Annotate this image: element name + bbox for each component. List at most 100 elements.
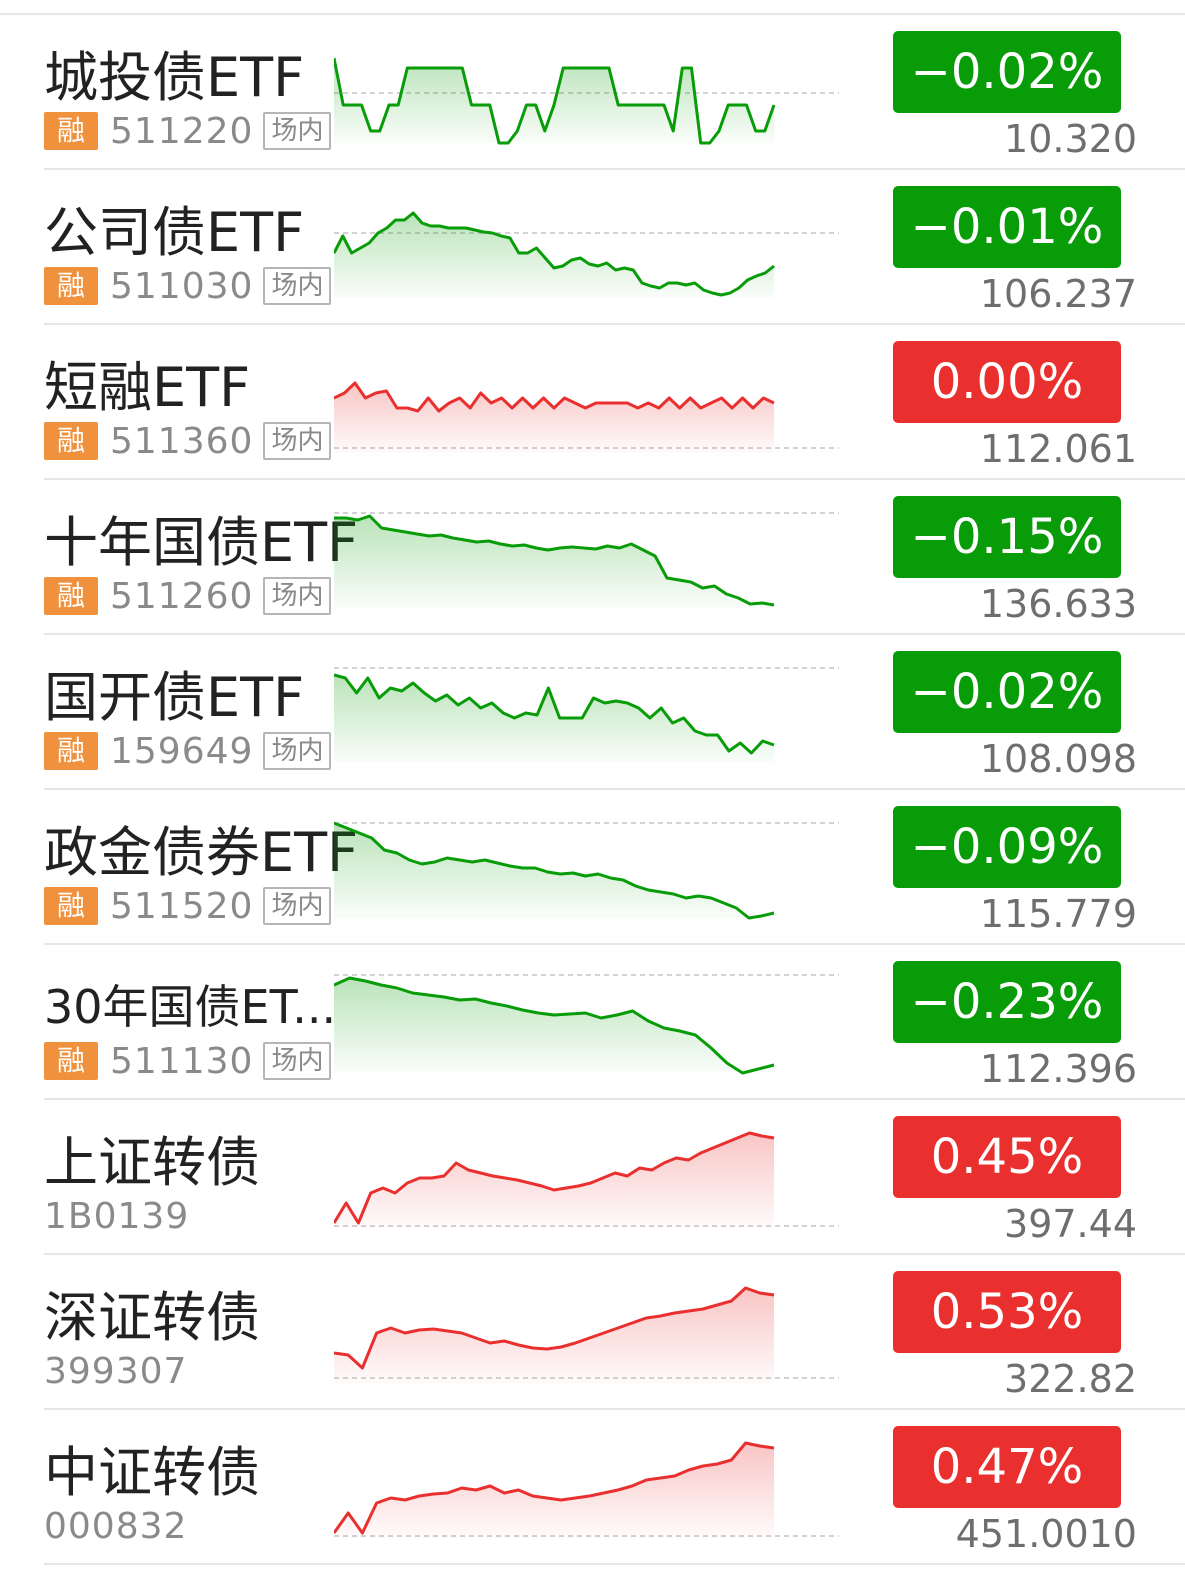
- sparkline-chart: [334, 667, 839, 763]
- price-value: 136.633: [979, 582, 1137, 626]
- sparkline-chart: [334, 381, 839, 453]
- sparkline-chart: [334, 1441, 839, 1538]
- sparkline-line: [334, 976, 775, 1075]
- sparkline-chart: [334, 974, 839, 1075]
- margin-badge: 融: [44, 112, 98, 150]
- market-badge: 场内: [263, 422, 332, 460]
- sparkline-area: [334, 823, 774, 918]
- list-item[interactable]: 上证转债 1B0139 0.45% 397.44: [44, 1100, 1185, 1255]
- item-meta: 000832: [44, 1505, 187, 1547]
- price-value: 451.0010: [955, 1512, 1137, 1556]
- margin-badge: 融: [44, 422, 98, 460]
- item-name: 城投债ETF: [44, 46, 305, 109]
- sparkline-area: [334, 1288, 774, 1383]
- market-badge: 场内: [263, 577, 332, 615]
- item-meta: 1B0139: [44, 1195, 189, 1237]
- sparkline-chart: [334, 1286, 839, 1383]
- item-code: 511260: [110, 575, 254, 617]
- item-code: 000832: [44, 1505, 188, 1547]
- item-meta: 融 511030 场内: [44, 265, 332, 307]
- price-value: 322.82: [1004, 1357, 1137, 1401]
- sparkline-area: [334, 1443, 774, 1538]
- list-item[interactable]: 国开债ETF 融 159649 场内 −0.02% 108.098: [44, 635, 1185, 790]
- item-code: 511360: [110, 420, 254, 462]
- sparkline-line: [334, 1131, 775, 1225]
- market-badge: 场内: [263, 887, 332, 925]
- sparkline-line: [334, 1441, 775, 1535]
- change-badge[interactable]: −0.02%: [893, 651, 1121, 733]
- market-badge: 场内: [263, 732, 332, 770]
- margin-badge: 融: [44, 267, 98, 305]
- margin-badge: 融: [44, 577, 98, 615]
- item-name: 上证转债: [44, 1131, 260, 1194]
- price-value: 115.779: [979, 892, 1137, 936]
- list-item[interactable]: 短融ETF 融 511360 场内 0.00% 112.061: [44, 325, 1185, 480]
- item-meta: 融 511130 场内: [44, 1040, 332, 1082]
- item-code: 399307: [44, 1350, 188, 1392]
- item-name: 短融ETF: [44, 356, 251, 419]
- market-badge: 场内: [263, 1042, 332, 1080]
- price-value: 397.44: [1004, 1202, 1137, 1246]
- sparkline-chart: [334, 211, 839, 298]
- change-badge[interactable]: −0.01%: [893, 186, 1121, 268]
- item-name: 十年国债ETF: [44, 511, 359, 574]
- change-badge[interactable]: −0.15%: [893, 496, 1121, 578]
- sparkline-line: [334, 57, 776, 145]
- list-item[interactable]: 十年国债ETF 融 511260 场内 −0.15% 136.633: [44, 480, 1185, 635]
- sparkline-chart: [334, 512, 839, 608]
- item-meta: 融 511220 场内: [44, 110, 332, 152]
- sparkline-area: [334, 516, 774, 608]
- change-badge[interactable]: −0.02%: [893, 31, 1121, 113]
- sparkline-area: [334, 213, 774, 298]
- list-item[interactable]: 城投债ETF 融 511220 场内 −0.02% 10.320: [44, 15, 1185, 170]
- item-meta: 融 511260 场内: [44, 575, 332, 617]
- list-item[interactable]: 政金债券ETF 融 511520 场内 −0.09% 115.779: [44, 790, 1185, 945]
- sparkline-line: [334, 1286, 775, 1370]
- item-meta: 融 159649 场内: [44, 730, 332, 772]
- change-badge[interactable]: 0.45%: [893, 1116, 1121, 1198]
- sparkline-line: [334, 673, 775, 755]
- item-code: 511520: [110, 885, 254, 927]
- price-value: 10.320: [1004, 117, 1137, 161]
- item-code: 511030: [110, 265, 254, 307]
- market-badge: 场内: [263, 112, 332, 150]
- item-name: 30年国债ET...: [44, 980, 337, 1034]
- change-badge[interactable]: 0.53%: [893, 1271, 1121, 1353]
- sparkline-chart: [334, 821, 839, 920]
- etf-list: 城投债ETF 融 511220 场内 −0.02% 10.320 公司债ETF 融 511030…: [0, 13, 1185, 1565]
- item-meta: 融 511520 场内: [44, 885, 332, 927]
- list-item[interactable]: 公司债ETF 融 511030 场内 −0.01% 106.237: [44, 170, 1185, 325]
- sparkline-line: [334, 381, 775, 413]
- sparkline-area: [334, 58, 774, 143]
- margin-badge: 融: [44, 732, 98, 770]
- sparkline-area: [334, 675, 774, 763]
- sparkline-area: [334, 383, 774, 453]
- sparkline-area: [334, 1133, 774, 1228]
- change-badge[interactable]: −0.23%: [893, 961, 1121, 1043]
- price-value: 108.098: [979, 737, 1137, 781]
- change-badge[interactable]: 0.00%: [893, 341, 1121, 423]
- list-item[interactable]: 中证转债 000832 0.47% 451.0010: [44, 1410, 1185, 1565]
- margin-badge: 融: [44, 1042, 98, 1080]
- item-meta: 融 511360 场内: [44, 420, 332, 462]
- price-value: 106.237: [979, 272, 1137, 316]
- sparkline-line: [334, 821, 775, 920]
- sparkline-chart: [334, 57, 839, 145]
- item-name: 深证转债: [44, 1286, 260, 1349]
- change-badge[interactable]: 0.47%: [893, 1426, 1121, 1508]
- item-name: 公司债ETF: [44, 201, 305, 264]
- item-code: 159649: [110, 730, 254, 772]
- item-name: 中证转债: [44, 1441, 260, 1504]
- sparkline-line: [334, 514, 775, 607]
- margin-badge: 融: [44, 887, 98, 925]
- sparkline-line: [334, 211, 775, 297]
- sparkline-chart: [334, 1131, 839, 1228]
- item-code: 511130: [110, 1040, 254, 1082]
- price-value: 112.396: [979, 1047, 1137, 1091]
- item-meta: 399307: [44, 1350, 187, 1392]
- item-code: 511220: [110, 110, 254, 152]
- change-badge[interactable]: −0.09%: [893, 806, 1121, 888]
- list-item[interactable]: 深证转债 399307 0.53% 322.82: [44, 1255, 1185, 1410]
- list-item[interactable]: 30年国债ET... 融 511130 场内 −0.23% 112.396: [44, 945, 1185, 1100]
- item-code: 1B0139: [44, 1195, 190, 1237]
